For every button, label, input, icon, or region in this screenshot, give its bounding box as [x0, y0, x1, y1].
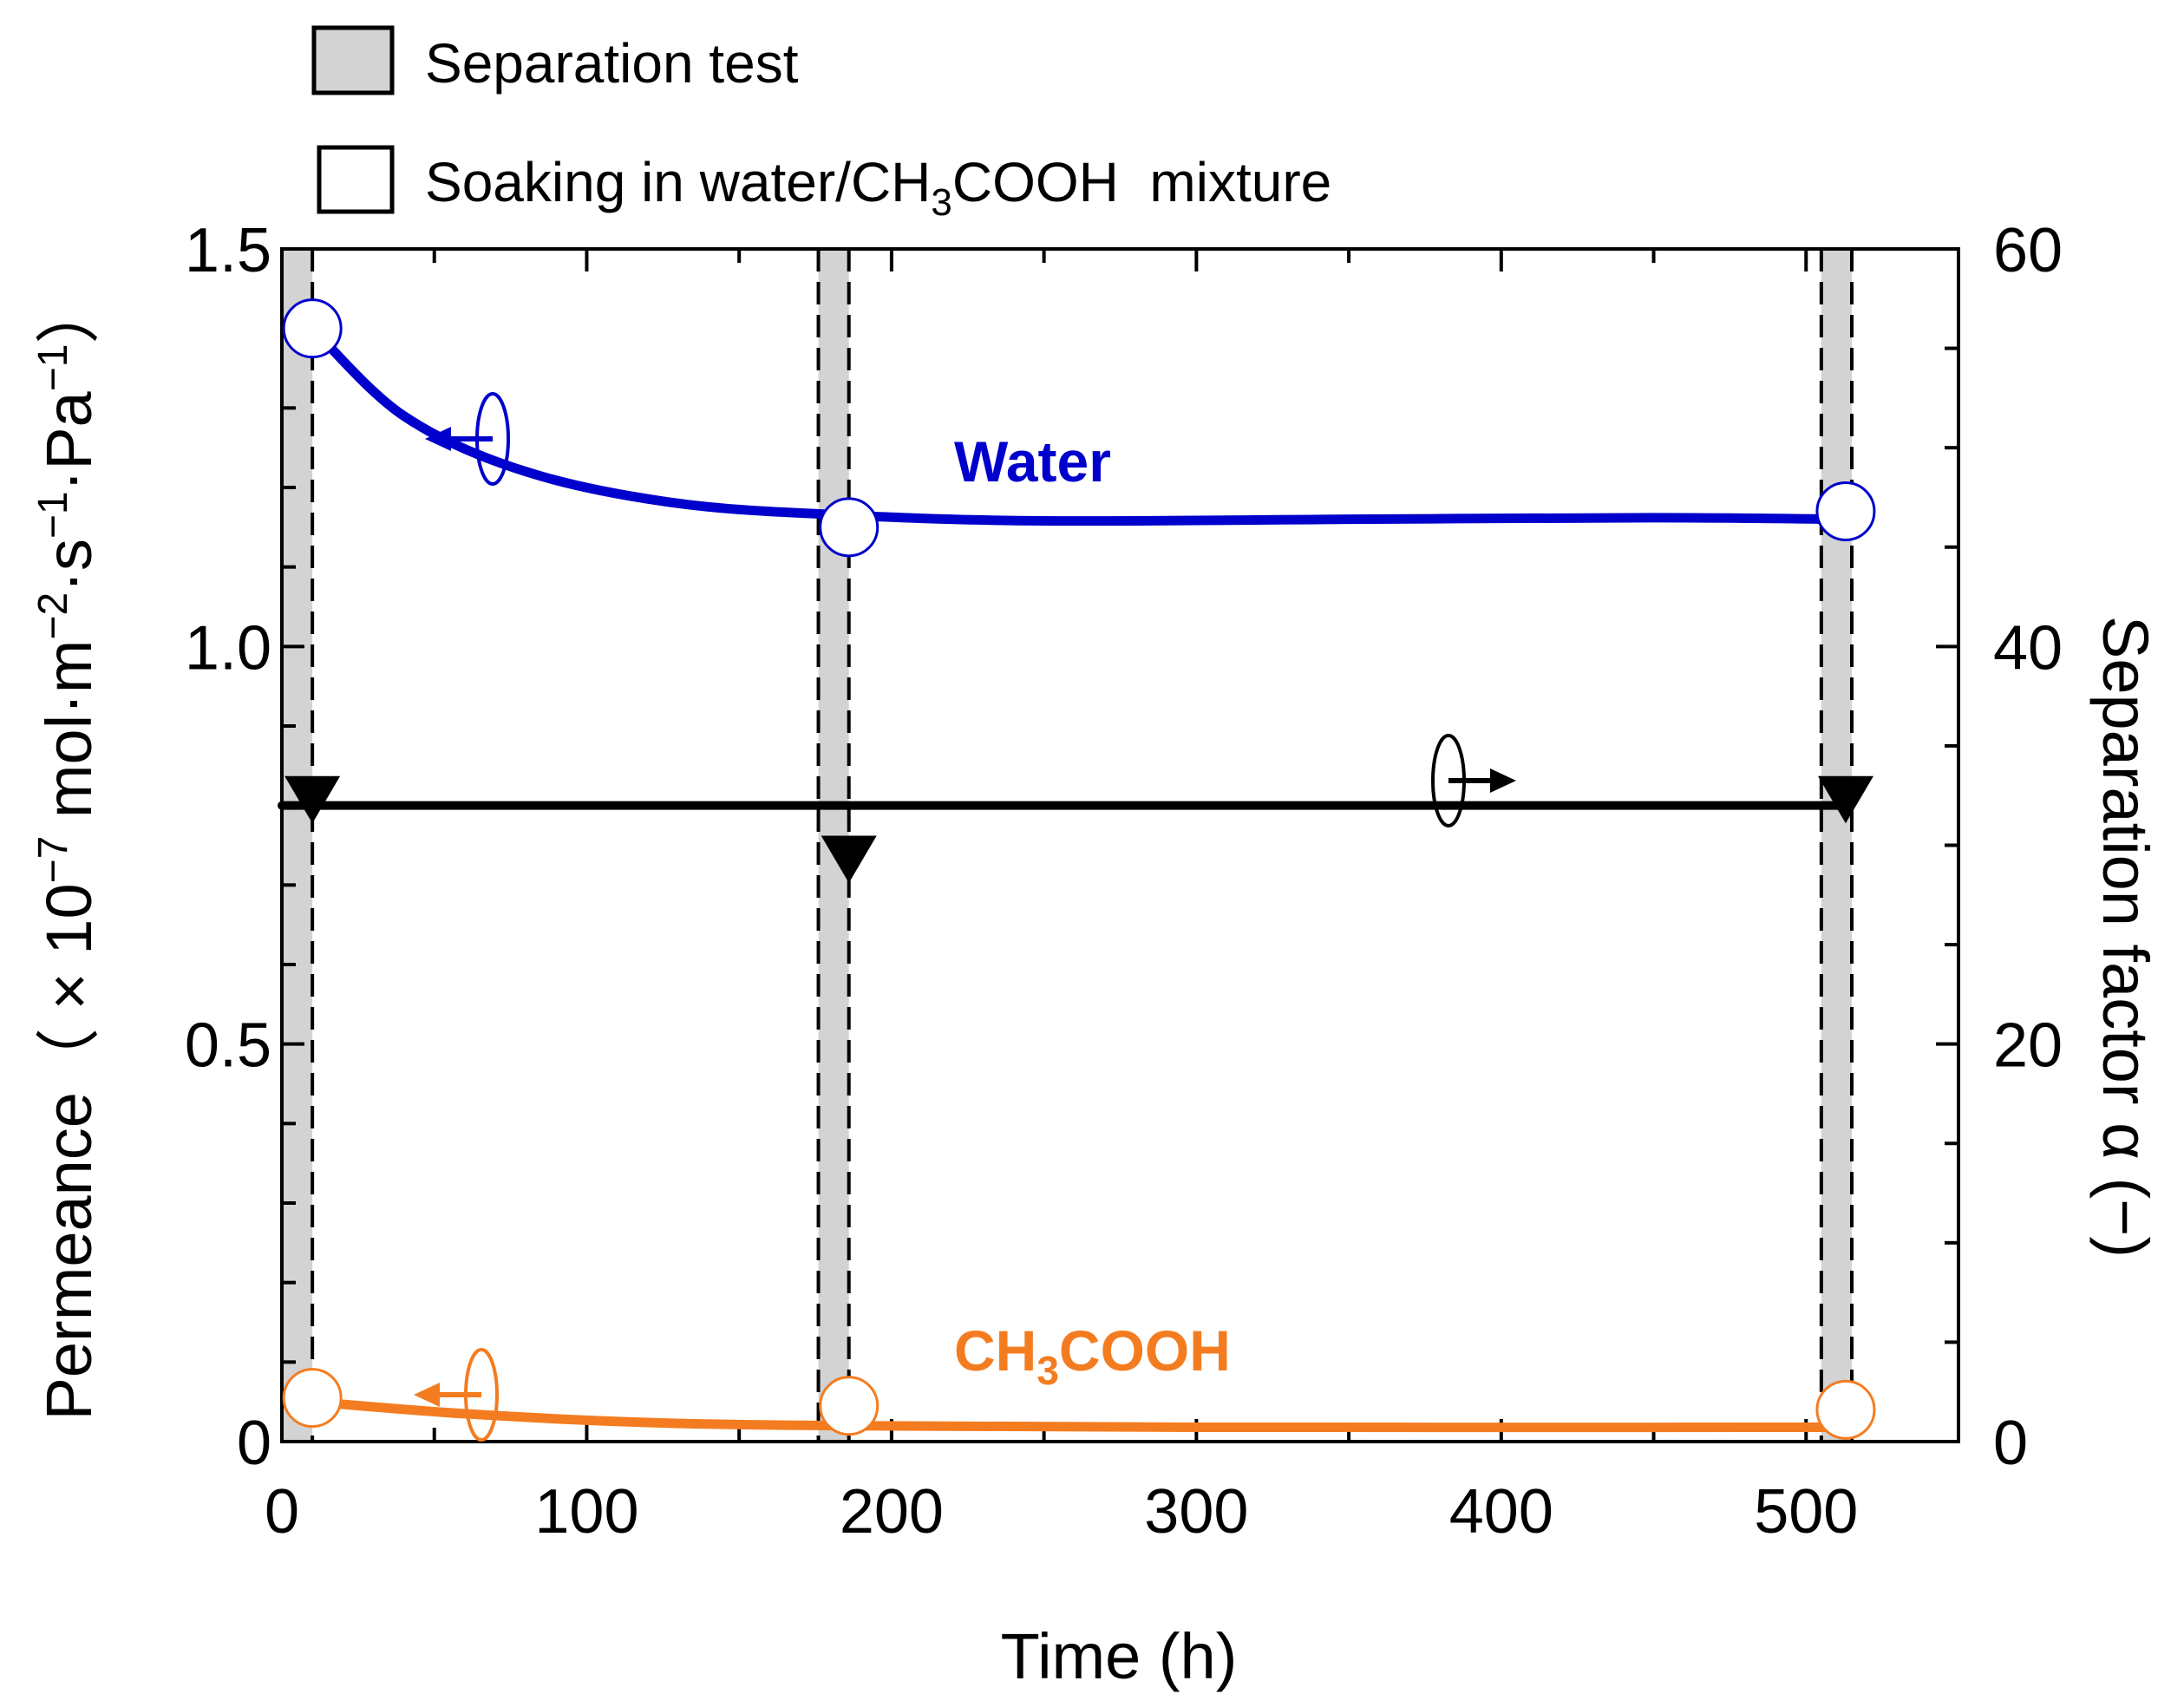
legend-swatch-soaking: [317, 145, 395, 214]
plot-frame: [280, 247, 1960, 1443]
series-2-point-0: [284, 775, 341, 824]
separation-test-bands: [280, 249, 1854, 1442]
y-left-title-exp1: −2: [30, 592, 76, 640]
x-tick-label-100: 100: [534, 1477, 638, 1547]
separation-band-2: [1821, 249, 1852, 1442]
series-label-ch3cooh: CH3COOH: [954, 1318, 1231, 1393]
legend-label-soaking-prefix: Soaking in water/CH: [425, 151, 931, 213]
x-tick-label-400: 400: [1449, 1477, 1553, 1547]
legend-label-soaking: Soaking in water/CH3COOH mixture: [425, 151, 1331, 224]
legend: Separation test Soaking in water/CH3COOH…: [311, 25, 1331, 224]
series-0-point-2: [1815, 481, 1876, 541]
x-tick-label-200: 200: [840, 1477, 944, 1547]
y-left-title-prefix: Permeance（ × 10: [33, 883, 105, 1420]
separation-factor-axis-arrow-icon-head: [1490, 768, 1516, 793]
y-left-title-mid1: ·s: [33, 539, 105, 592]
y-left-title-suffix: ）: [33, 280, 105, 344]
series-1-point-2: [1815, 1379, 1876, 1440]
series-2-point-2: [1817, 775, 1873, 824]
series-2-point-1: [821, 835, 877, 883]
y-left-tick-label-0: 0: [237, 1409, 271, 1478]
ch3cooh-axis-arrow-icon-head: [414, 1383, 440, 1407]
legend-label-separation-test: Separation test: [425, 32, 799, 95]
y-axis-right-title: Separation factor α (−): [2089, 616, 2161, 1258]
y-axis-left-title: Permeance（ × 10−7 mol·m−2·s−1·Pa−1）: [30, 280, 105, 1421]
y-left-tick-label-2: 1.0: [185, 613, 271, 683]
series-0-point-0: [282, 298, 343, 359]
y-right-tick-label-60: 60: [1993, 216, 2063, 285]
y-left-title-mid2: ·Pa: [33, 390, 105, 491]
y-right-tick-label-0: 0: [1993, 1409, 2028, 1478]
separation-factor-axis-arrow-icon: [1431, 734, 1516, 827]
series-1-trend-line: [307, 1396, 1851, 1433]
series-label-water: Water: [954, 429, 1111, 494]
legend-label-soaking-sub: 3: [931, 181, 951, 224]
series-label-ch3cooh-sub: 3: [1036, 1348, 1059, 1393]
y-right-tick-label-40: 40: [1993, 613, 2063, 683]
series-1-point-0: [282, 1368, 343, 1429]
legend-label-soaking-suffix: COOH mixture: [952, 151, 1331, 213]
series-layer: [278, 298, 1876, 1440]
annotations: [414, 392, 1516, 1442]
legend-swatch-separation-test: [311, 25, 395, 95]
series-0-point-1: [819, 497, 879, 558]
series-1-point-1: [819, 1376, 879, 1436]
y-left-title-exp2: −1: [30, 491, 76, 539]
axes: 0 100 200 300 400 500 0 0.5 1.0 1.5 0 20 40 60: [185, 216, 2063, 1547]
water-axis-arrow-icon-head: [425, 427, 451, 451]
ch3cooh-axis-arrow-icon: [414, 1348, 499, 1442]
series-label-ch3cooh-suffix: COOH: [1059, 1318, 1231, 1383]
y-right-tick-label-20: 20: [1993, 1011, 2063, 1081]
x-axis-title: Time (h): [1001, 1620, 1238, 1692]
y-left-tick-label-1: 0.5: [185, 1011, 271, 1081]
y-left-title-unit: mol·m: [33, 640, 105, 836]
y-left-tick-label-3: 1.5: [185, 216, 271, 285]
x-tick-label-300: 300: [1144, 1477, 1248, 1547]
separation-band-0: [282, 249, 313, 1442]
x-tick-label-500: 500: [1754, 1477, 1858, 1547]
series-label-ch3cooh-prefix: CH: [954, 1318, 1036, 1383]
y-left-title-exp3: −1: [30, 344, 76, 392]
water-axis-arrow-icon: [425, 392, 510, 486]
y-left-title-exp: −7: [30, 836, 76, 884]
x-tick-label-0: 0: [265, 1477, 299, 1547]
series-0-trend-line: [307, 324, 1851, 526]
